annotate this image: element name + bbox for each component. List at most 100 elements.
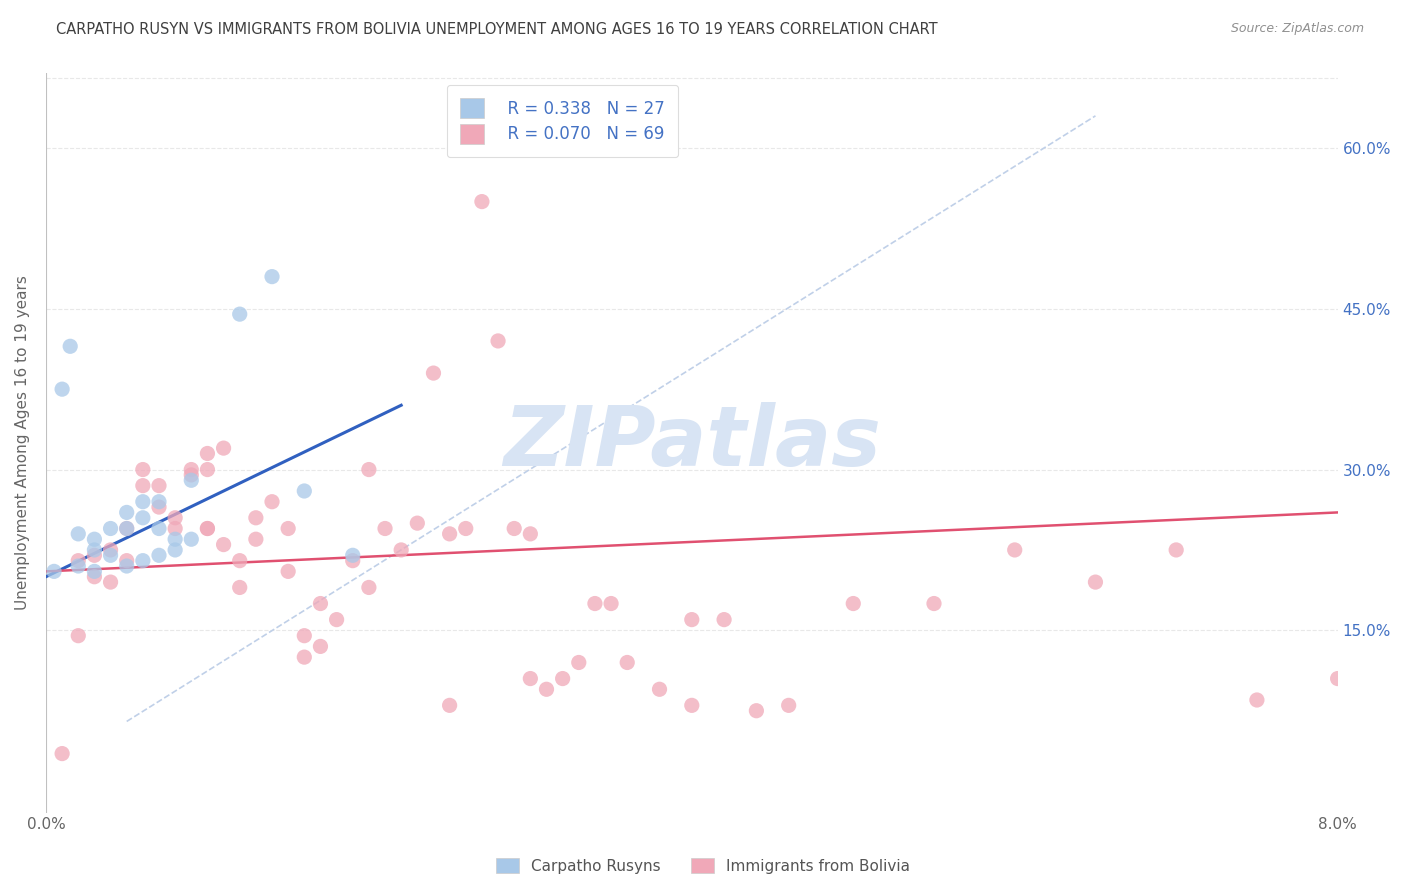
Point bbox=[67, 629, 90, 643]
Point bbox=[292, 650, 315, 665]
Point bbox=[1246, 693, 1268, 707]
Point bbox=[197, 521, 219, 535]
Point bbox=[439, 698, 461, 713]
Point bbox=[148, 521, 170, 535]
Point bbox=[260, 494, 283, 508]
Point bbox=[180, 533, 202, 547]
Point bbox=[212, 441, 235, 455]
Point bbox=[148, 478, 170, 492]
Point bbox=[406, 516, 429, 530]
Point bbox=[260, 269, 283, 284]
Point bbox=[342, 549, 364, 563]
Point bbox=[212, 538, 235, 552]
Point bbox=[115, 521, 138, 535]
Point bbox=[67, 559, 90, 574]
Point bbox=[357, 581, 380, 595]
Point bbox=[83, 533, 105, 547]
Point bbox=[51, 382, 73, 396]
Point bbox=[309, 597, 332, 611]
Point bbox=[180, 467, 202, 482]
Point bbox=[277, 565, 299, 579]
Point bbox=[83, 549, 105, 563]
Point bbox=[180, 462, 202, 476]
Point bbox=[389, 543, 412, 558]
Point bbox=[745, 704, 768, 718]
Point bbox=[681, 698, 703, 713]
Point bbox=[115, 521, 138, 535]
Point bbox=[922, 597, 945, 611]
Point bbox=[83, 570, 105, 584]
Point bbox=[67, 554, 90, 568]
Text: Source: ZipAtlas.com: Source: ZipAtlas.com bbox=[1230, 22, 1364, 36]
Point bbox=[83, 565, 105, 579]
Point bbox=[197, 446, 219, 460]
Point bbox=[100, 575, 122, 590]
Point bbox=[51, 747, 73, 761]
Point bbox=[1166, 543, 1188, 558]
Point bbox=[165, 533, 187, 547]
Point bbox=[148, 494, 170, 508]
Point bbox=[115, 559, 138, 574]
Point bbox=[228, 307, 250, 321]
Point bbox=[342, 554, 364, 568]
Point bbox=[132, 554, 155, 568]
Point bbox=[132, 494, 155, 508]
Point bbox=[148, 549, 170, 563]
Point bbox=[486, 334, 509, 348]
Point bbox=[519, 527, 541, 541]
Point bbox=[197, 462, 219, 476]
Point bbox=[165, 510, 187, 524]
Point bbox=[471, 194, 494, 209]
Point bbox=[778, 698, 800, 713]
Point bbox=[648, 682, 671, 697]
Point bbox=[454, 521, 477, 535]
Point bbox=[422, 366, 444, 380]
Point bbox=[132, 478, 155, 492]
Point bbox=[245, 533, 267, 547]
Point bbox=[228, 554, 250, 568]
Point bbox=[228, 581, 250, 595]
Point bbox=[165, 521, 187, 535]
Point bbox=[292, 629, 315, 643]
Point bbox=[180, 473, 202, 487]
Point bbox=[842, 597, 865, 611]
Point bbox=[59, 339, 82, 353]
Point bbox=[115, 554, 138, 568]
Point bbox=[148, 500, 170, 514]
Point bbox=[277, 521, 299, 535]
Point bbox=[100, 521, 122, 535]
Point bbox=[67, 527, 90, 541]
Point bbox=[132, 510, 155, 524]
Point bbox=[100, 549, 122, 563]
Point bbox=[357, 462, 380, 476]
Point bbox=[325, 613, 347, 627]
Point bbox=[245, 510, 267, 524]
Point bbox=[503, 521, 526, 535]
Point bbox=[132, 462, 155, 476]
Point bbox=[100, 543, 122, 558]
Point bbox=[374, 521, 396, 535]
Y-axis label: Unemployment Among Ages 16 to 19 years: Unemployment Among Ages 16 to 19 years bbox=[15, 276, 30, 610]
Point bbox=[115, 505, 138, 519]
Point bbox=[713, 613, 735, 627]
Point bbox=[42, 565, 65, 579]
Point bbox=[583, 597, 606, 611]
Point bbox=[551, 672, 574, 686]
Point bbox=[536, 682, 558, 697]
Point bbox=[197, 521, 219, 535]
Point bbox=[165, 543, 187, 558]
Legend: Carpatho Rusyns, Immigrants from Bolivia: Carpatho Rusyns, Immigrants from Bolivia bbox=[489, 852, 917, 880]
Point bbox=[309, 640, 332, 654]
Point bbox=[83, 543, 105, 558]
Text: CARPATHO RUSYN VS IMMIGRANTS FROM BOLIVIA UNEMPLOYMENT AMONG AGES 16 TO 19 YEARS: CARPATHO RUSYN VS IMMIGRANTS FROM BOLIVI… bbox=[56, 22, 938, 37]
Point bbox=[519, 672, 541, 686]
Point bbox=[568, 656, 591, 670]
Point bbox=[600, 597, 623, 611]
Text: ZIPatlas: ZIPatlas bbox=[503, 402, 880, 483]
Point bbox=[681, 613, 703, 627]
Point bbox=[1084, 575, 1107, 590]
Point bbox=[292, 483, 315, 498]
Point bbox=[1326, 672, 1348, 686]
Point bbox=[616, 656, 638, 670]
Point bbox=[1004, 543, 1026, 558]
